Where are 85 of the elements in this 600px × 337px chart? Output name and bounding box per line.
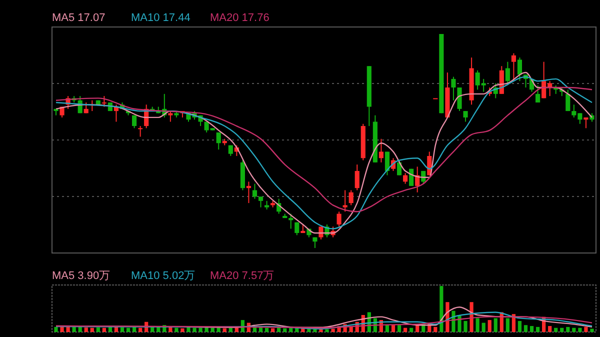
- bar: [536, 326, 540, 332]
- bar: [180, 328, 184, 332]
- candlestick: [517, 57, 522, 82]
- bar: [506, 318, 510, 332]
- candlestick: [216, 132, 221, 150]
- bar: [325, 329, 329, 332]
- bar: [488, 320, 492, 332]
- candlestick: [384, 151, 390, 176]
- candlestick: [536, 84, 540, 103]
- candlestick: [138, 126, 143, 138]
- candlestick: [336, 211, 342, 228]
- bar: [494, 318, 498, 332]
- candlestick: [505, 61, 510, 84]
- bar: [271, 328, 275, 332]
- bar: [90, 328, 94, 332]
- text: MA10 5.02万: [131, 270, 196, 282]
- candlestick: [457, 87, 462, 112]
- bar: [102, 328, 106, 332]
- bar: [222, 328, 226, 332]
- text: MA10 17.44: [131, 12, 190, 24]
- bar: [258, 327, 263, 332]
- bar: [518, 320, 522, 332]
- bar: [234, 328, 238, 332]
- candlestick: [354, 164, 360, 191]
- candlestick: [288, 213, 294, 230]
- bar: [192, 328, 196, 332]
- bar: [264, 328, 269, 332]
- bar: [54, 326, 58, 332]
- bar: [150, 327, 154, 332]
- candlestick: [566, 89, 570, 112]
- candlestick: [246, 181, 252, 204]
- bar: [126, 328, 130, 332]
- bar: [174, 328, 178, 332]
- bar: [72, 326, 76, 332]
- bar: [548, 326, 552, 332]
- bar: [391, 325, 396, 332]
- bar: [554, 328, 558, 332]
- bar: [331, 328, 335, 332]
- bar: [476, 318, 480, 332]
- bar: [403, 328, 408, 332]
- bar: [84, 327, 88, 332]
- bar: [60, 326, 64, 332]
- bar: [397, 325, 402, 332]
- candlestick: [378, 138, 384, 163]
- candlestick: [294, 222, 300, 236]
- bar: [524, 325, 528, 332]
- bar: [578, 328, 582, 332]
- candlestick: [168, 110, 173, 122]
- candlestick: [451, 76, 456, 101]
- text: MA5 17.07: [52, 12, 106, 24]
- bar: [186, 327, 190, 332]
- candlestick: [102, 96, 106, 108]
- bar: [283, 328, 287, 332]
- bar: [198, 328, 202, 332]
- bar: [566, 326, 570, 332]
- candlestick: [463, 110, 468, 122]
- candlestick: [342, 190, 348, 212]
- candlestick: [403, 172, 408, 184]
- candlestick: [132, 114, 137, 129]
- bar: [96, 327, 100, 332]
- text: MA20 7.57万: [210, 270, 274, 282]
- bar: [385, 325, 390, 332]
- candlestick: [318, 226, 324, 240]
- bar: [289, 328, 293, 332]
- bar: [458, 316, 462, 332]
- bar: [210, 328, 214, 332]
- bar: [572, 328, 576, 332]
- bar: [410, 328, 414, 332]
- bar: [464, 320, 468, 332]
- text: MA5 3.90万: [52, 270, 110, 282]
- bar: [530, 326, 534, 332]
- candlestick: [511, 52, 516, 82]
- candlestick: [252, 183, 258, 200]
- text: MA20 17.76: [210, 12, 270, 24]
- bar: [584, 326, 588, 332]
- candlestick: [258, 196, 264, 208]
- bar: [434, 326, 438, 332]
- bar: [138, 328, 142, 332]
- bar: [168, 327, 172, 332]
- bar: [560, 328, 564, 332]
- candlestick: [348, 190, 354, 206]
- bar: [66, 326, 70, 332]
- bar: [590, 328, 594, 332]
- bar: [120, 327, 124, 332]
- bar: [482, 322, 486, 332]
